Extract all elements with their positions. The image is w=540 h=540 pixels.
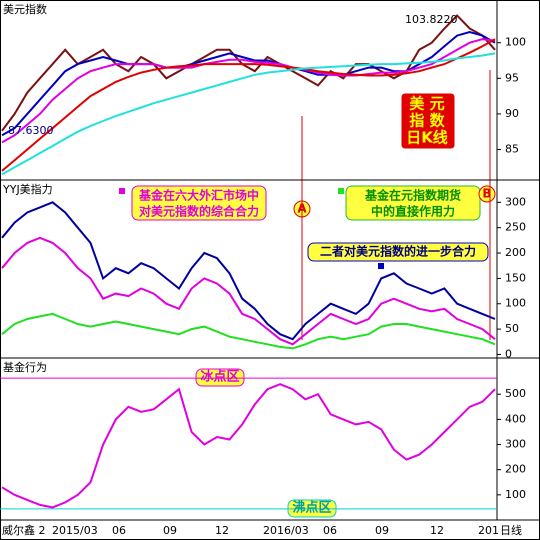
series-line xyxy=(1,52,496,176)
y-tick-label: 200 xyxy=(505,463,526,476)
x-tick-label: 2016/03 xyxy=(263,524,309,537)
series-line xyxy=(1,14,496,132)
label-box xyxy=(195,368,245,387)
annotation: 中的直接作用力 xyxy=(371,204,455,219)
series-line xyxy=(1,383,496,509)
label-box xyxy=(401,93,455,149)
y-tick-label: 400 xyxy=(505,412,526,425)
y-tick-label: 300 xyxy=(505,438,526,451)
x-tick-label: 12 xyxy=(215,524,229,537)
y-tick-label: 250 xyxy=(505,221,526,234)
annotation: 美 元 xyxy=(409,95,444,113)
y-tick-label: 150 xyxy=(505,271,526,284)
series-line xyxy=(1,38,496,144)
annotation: A xyxy=(297,202,307,216)
x-tick-label: 2015/03 xyxy=(52,524,98,537)
label-box xyxy=(131,185,267,221)
annotation: 指 数 xyxy=(409,112,445,130)
y-tick-label: 90 xyxy=(505,107,519,120)
annotation: 对美元指数的综合合力 xyxy=(139,204,259,219)
x-tick-label: 日线 xyxy=(500,523,522,537)
y-tick-label: 100 xyxy=(505,297,526,310)
legend-square xyxy=(378,263,384,269)
label-box xyxy=(345,185,481,221)
series-line xyxy=(1,236,496,346)
y-tick-label: 95 xyxy=(505,71,519,84)
x-tick-label: 09 xyxy=(375,524,389,537)
annotation: B xyxy=(482,187,491,201)
panel-title: 基金行为 xyxy=(3,360,47,374)
x-tick-label: 09 xyxy=(163,524,177,537)
y-tick-label: 300 xyxy=(505,195,526,208)
annotation: 二者对美元指数的进一步合力 xyxy=(320,244,476,259)
marker-b xyxy=(478,185,496,203)
y-tick-label: 100 xyxy=(505,488,526,501)
y-tick-label: 0 xyxy=(505,347,512,360)
series-line xyxy=(1,30,496,137)
y-tick-label: 85 xyxy=(505,143,519,156)
series-line xyxy=(1,312,496,350)
annotation: 基金在元指数期货 xyxy=(364,188,461,203)
x-tick-label: 06 xyxy=(323,524,337,537)
series-line xyxy=(1,38,496,172)
x-tick-label: 06 xyxy=(112,524,126,537)
x-tick-label: 201 xyxy=(478,524,499,537)
legend-square xyxy=(119,188,125,194)
series-line xyxy=(1,201,496,341)
y-tick-label: 100 xyxy=(505,36,526,49)
annotation: 日K线 xyxy=(406,129,448,147)
x-tick-label: 威尔鑫 2 xyxy=(2,523,46,537)
y-tick-label: 500 xyxy=(505,387,526,400)
x-tick-label: 12 xyxy=(430,524,444,537)
y-tick-label: 50 xyxy=(505,322,519,335)
y-tick-label: 200 xyxy=(505,246,526,259)
label-box xyxy=(307,242,489,262)
panel-title: 美元指数 xyxy=(3,2,47,16)
annotation: 87.6300 xyxy=(8,124,54,137)
annotation: 冰点区 xyxy=(200,369,239,385)
panel-title: YYJ美指力 xyxy=(2,182,53,196)
annotation: 沸点区 xyxy=(292,500,331,516)
annotation: 基金在六大外汇市场中 xyxy=(138,188,259,203)
legend-square xyxy=(338,188,344,194)
annotation: 103.8220 xyxy=(405,13,458,26)
